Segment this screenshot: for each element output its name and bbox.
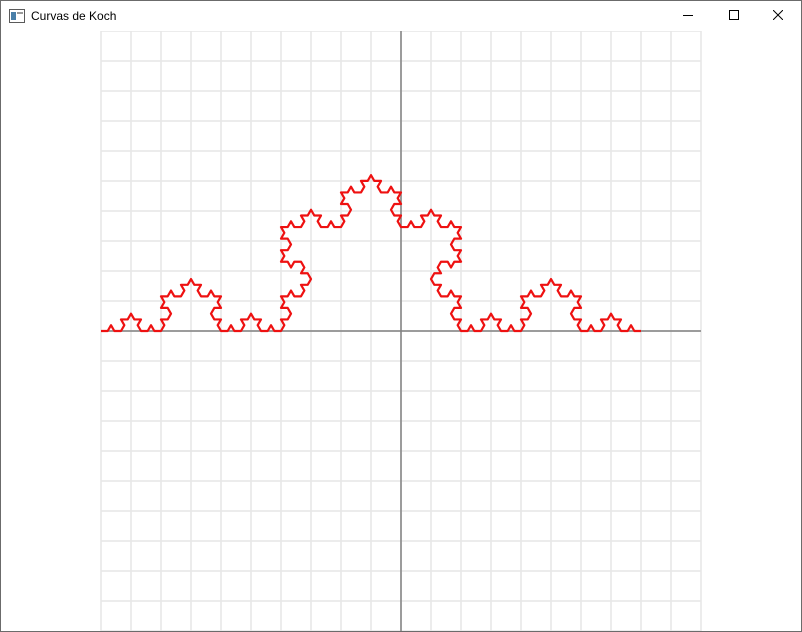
maximize-icon bbox=[729, 7, 739, 25]
minimize-icon bbox=[683, 7, 693, 25]
close-button[interactable] bbox=[755, 1, 801, 31]
close-icon bbox=[772, 7, 784, 25]
app-window-icon bbox=[9, 9, 25, 23]
koch-curve bbox=[101, 174, 641, 333]
window-title: Curvas de Koch bbox=[31, 9, 117, 23]
title-bar[interactable]: Curvas de Koch bbox=[1, 1, 801, 31]
koch-plot-canvas bbox=[100, 31, 702, 631]
maximize-button[interactable] bbox=[711, 1, 757, 31]
minimize-button[interactable] bbox=[665, 1, 711, 31]
